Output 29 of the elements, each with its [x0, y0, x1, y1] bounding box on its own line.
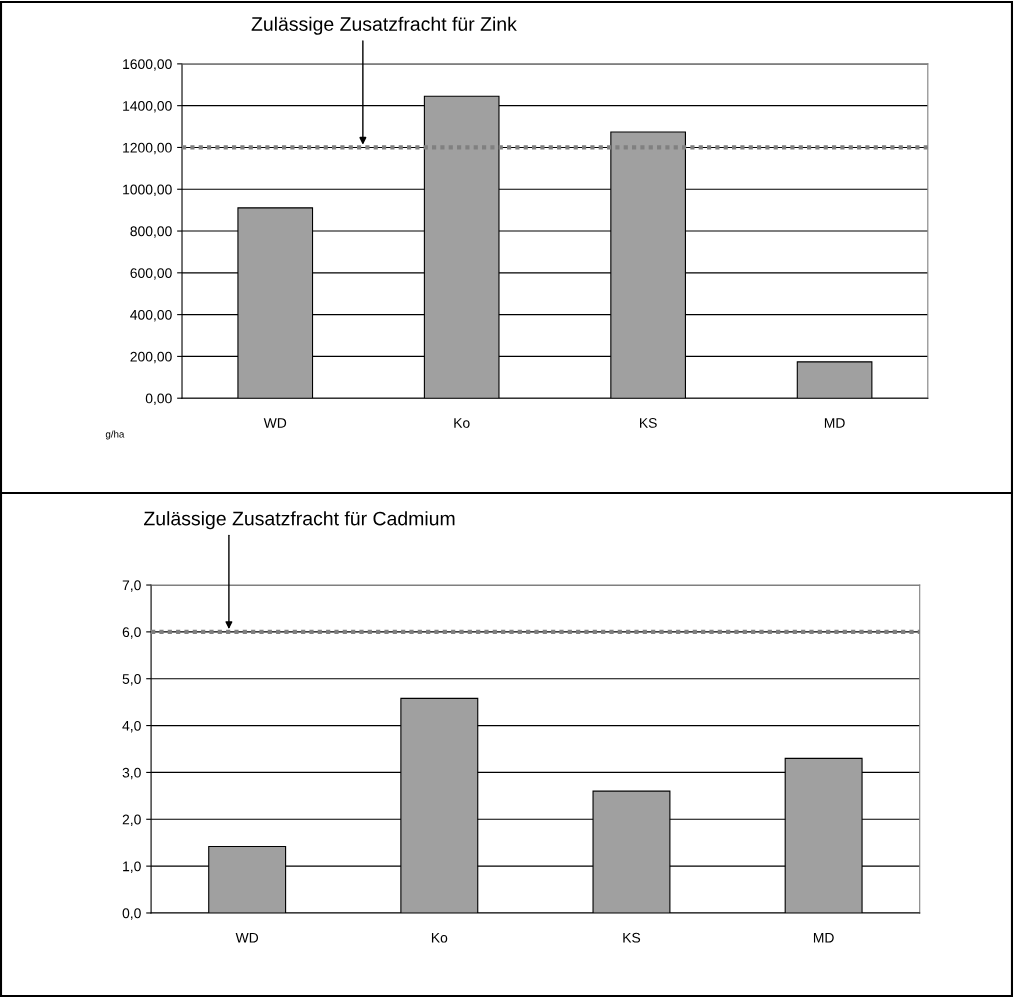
y-tick-label: 7,0	[122, 580, 141, 592]
y-tick-label: 2,0	[122, 814, 141, 827]
y-tick-label: 4,0	[122, 720, 141, 733]
ref-line-label: Zulässige Zusatzfracht für Cadmium	[144, 511, 455, 530]
x-tick-label: WD	[235, 932, 259, 943]
y-axis-title: g/ha	[105, 430, 125, 440]
x-tick-label: Ko	[431, 932, 448, 943]
y-tick-label: 5,0	[122, 674, 141, 686]
x-tick-label: Ko	[454, 418, 470, 428]
y-tick-label: 1600,00	[123, 59, 172, 71]
y-tick-label: 1400,00	[123, 101, 172, 113]
y-tick-label: 0,00	[145, 393, 172, 406]
y-tick-label: 800,00	[130, 226, 172, 238]
x-tick-label: KS	[623, 932, 641, 943]
ref-line-label: Zulässige Zusatzfracht für Zink	[251, 16, 517, 35]
y-tick-label: 6,0	[122, 627, 141, 639]
y-tick-label: 200,00	[130, 351, 172, 364]
x-tick-label: WD	[263, 418, 287, 428]
y-tick-label: 400,00	[130, 309, 172, 322]
y-tick-label: 1,0	[123, 861, 141, 873]
y-tick-label: 3,0	[122, 767, 141, 780]
x-tick-label: KS	[640, 418, 657, 428]
y-tick-label: 1200,00	[123, 142, 172, 155]
x-tick-label: MD	[813, 932, 834, 943]
bar	[796, 361, 873, 399]
x-tick-label: MD	[824, 418, 845, 428]
y-tick-label: 600,00	[130, 268, 172, 280]
y-tick-label: 0,0	[122, 908, 141, 920]
y-tick-label: 1000,00	[123, 184, 172, 197]
